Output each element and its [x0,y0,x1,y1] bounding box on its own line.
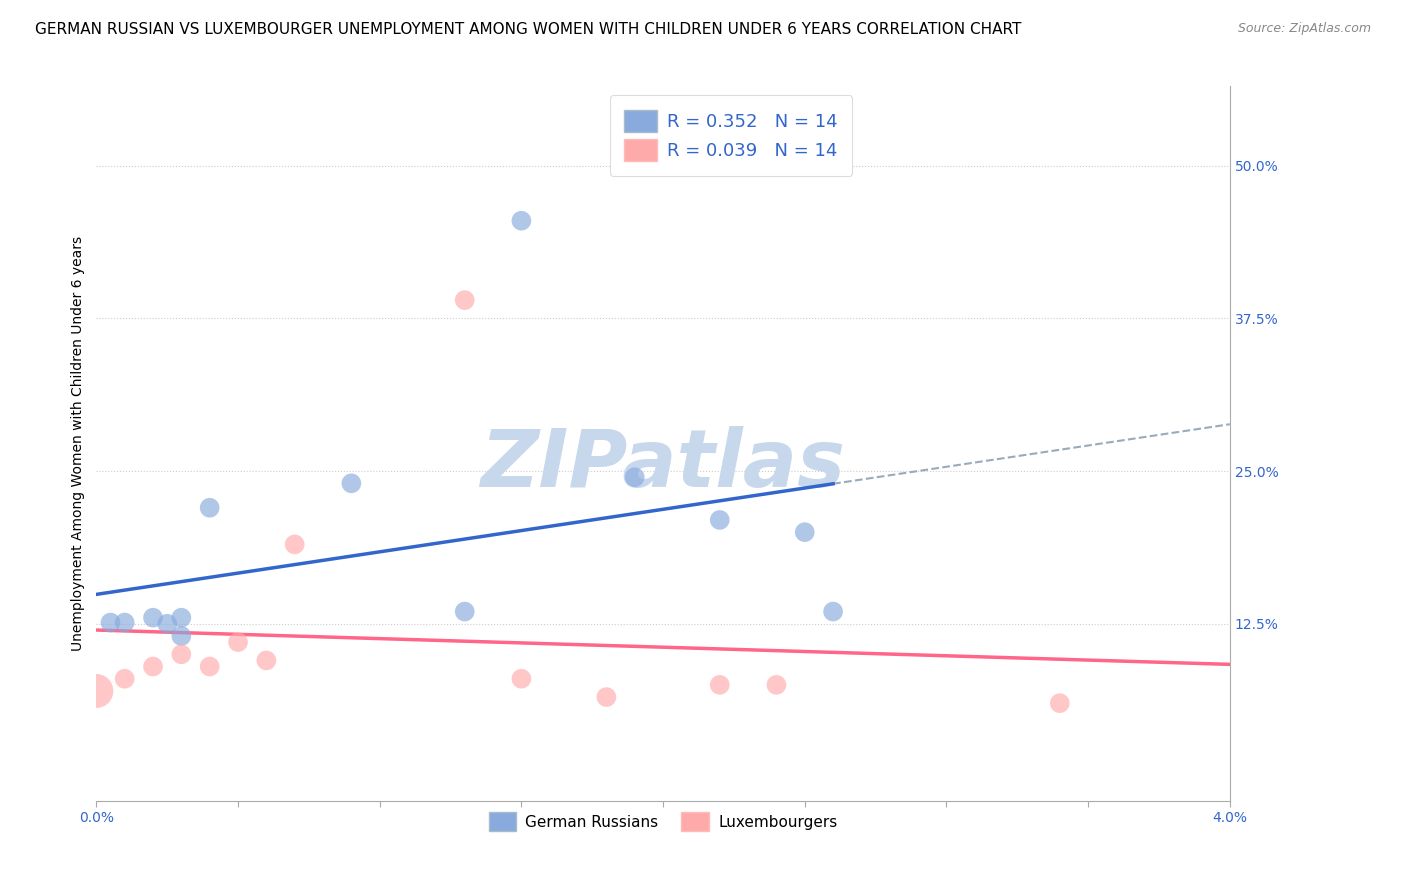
Point [198,500,221,515]
Point [454,605,477,619]
Point [142,610,165,624]
Y-axis label: Unemployment Among Women with Children Under 6 years: Unemployment Among Women with Children U… [72,236,86,651]
Point [198,659,221,673]
Point [709,513,731,527]
Point [100,615,122,630]
Point [823,605,845,619]
Text: Source: ZipAtlas.com: Source: ZipAtlas.com [1237,22,1371,36]
Point [170,648,193,662]
Point [284,537,307,551]
Point [709,678,731,692]
Point [156,616,179,631]
Point [86,684,108,698]
Point [114,672,136,686]
Point [454,293,477,307]
Point [765,678,787,692]
Point [170,610,193,624]
Point [170,629,193,643]
Text: GERMAN RUSSIAN VS LUXEMBOURGER UNEMPLOYMENT AMONG WOMEN WITH CHILDREN UNDER 6 YE: GERMAN RUSSIAN VS LUXEMBOURGER UNEMPLOYM… [35,22,1022,37]
Legend: German Russians, Luxembourgers: German Russians, Luxembourgers [477,800,849,843]
Point [114,615,136,630]
Point [1049,696,1071,710]
Point [340,476,363,491]
Point [510,213,533,227]
Point [254,653,277,667]
Point [510,672,533,686]
Point [623,470,645,484]
Point [226,635,249,649]
Point [142,659,165,673]
Point [793,525,815,540]
Text: ZIPatlas: ZIPatlas [481,426,845,504]
Point [595,690,617,704]
